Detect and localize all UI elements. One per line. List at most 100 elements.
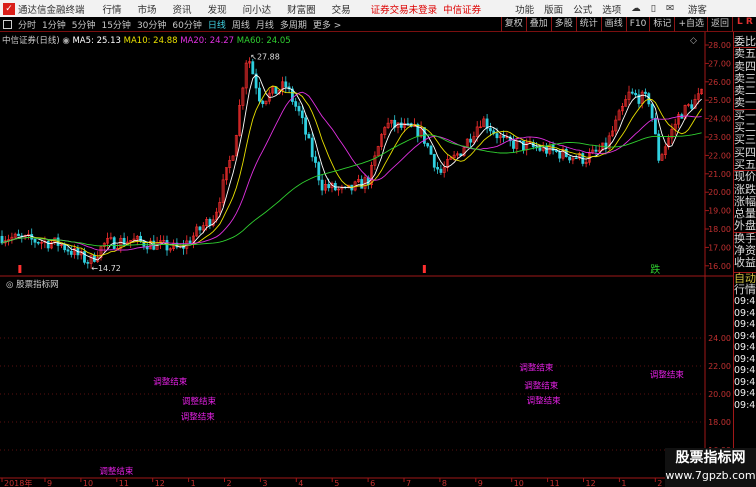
lr-button[interactable]: L R: [732, 17, 756, 32]
menu-bar: ✓ 通达信金融终端 行情 市场 资讯 发现 问小达 财富圈 交易 证券交易未登录 中信证券 …: [0, 0, 756, 17]
period-tab-6[interactable]: 日线: [207, 20, 226, 31]
trade-time: 09:47: [734, 365, 756, 377]
tool-button-2[interactable]: 多股: [550, 17, 576, 32]
watermark: 股票指标网 www.7gpzb.com: [665, 448, 756, 487]
period-tab-10[interactable]: 更多 >: [312, 20, 342, 31]
quote-label: 买五: [734, 157, 756, 172]
trade-time: 09:47: [734, 353, 756, 365]
broker-name[interactable]: 中信证券: [443, 4, 482, 16]
right-menu-3[interactable]: 选项: [602, 4, 622, 16]
candle: [261, 100, 265, 105]
phone-icon[interactable]: ▯: [650, 3, 656, 14]
message-icon[interactable]: ✉: [665, 3, 674, 14]
x-tick-label: 7: [406, 479, 411, 487]
y-tick-label: 18.00: [708, 418, 731, 427]
quote-label: 净资: [734, 244, 756, 258]
x-tick-label: 10: [83, 479, 93, 487]
y-tick-label: 26.00: [708, 78, 731, 87]
menu-5[interactable]: 财富圈: [287, 4, 316, 16]
right-menu-2[interactable]: 公式: [573, 4, 593, 16]
candle: [521, 140, 525, 151]
cloud-icon[interactable]: ☁: [631, 3, 641, 14]
quote-label: 涨跌: [734, 182, 756, 196]
candle: [653, 117, 657, 135]
kline-chart[interactable]: ◇ 28.00 27.00 26.00 25.00 24.00 23.00 22.00 21.0…: [0, 32, 733, 487]
candle: [386, 122, 390, 128]
menu-6[interactable]: 交易: [331, 4, 351, 16]
tool-button-5[interactable]: F10: [625, 17, 650, 32]
candle: [455, 153, 459, 156]
candle: [432, 154, 436, 168]
candle: [257, 87, 261, 102]
tool-button-6[interactable]: 标记: [649, 17, 674, 32]
x-tick-label: 1: [621, 479, 626, 487]
candle: [251, 61, 255, 75]
tool-button-0[interactable]: 复权: [500, 17, 526, 32]
adjust-end-signal: 调整结束: [153, 376, 188, 387]
period-tab-8[interactable]: 月线: [255, 20, 274, 31]
trade-time: 09:47: [734, 399, 756, 411]
y-tick-label: 24.00: [708, 115, 731, 124]
stock-name: 中信证券(日线): [2, 36, 60, 46]
watermark-title: 股票指标网: [675, 450, 746, 466]
tool-button-7[interactable]: +自选: [674, 17, 707, 32]
x-tick-label: 10: [514, 479, 524, 487]
period-tab-5[interactable]: 60分钟: [172, 20, 202, 31]
candle: [634, 92, 638, 96]
candle: [663, 146, 667, 155]
auto-label[interactable]: 自动: [734, 271, 756, 285]
candle: [162, 240, 166, 242]
ma60-value: MA60: 24.05: [236, 36, 291, 46]
period-tab-2[interactable]: 5分钟: [71, 20, 96, 31]
candle: [429, 145, 433, 155]
menu-3[interactable]: 发现: [207, 4, 227, 16]
menu-4[interactable]: 问小达: [242, 4, 272, 16]
candle: [693, 98, 697, 109]
right-menu-0[interactable]: 功能: [515, 4, 535, 16]
right-menu-1[interactable]: 版面: [544, 4, 564, 16]
trade-time: 09:47: [734, 376, 756, 388]
candle: [145, 245, 149, 250]
candle: [168, 248, 172, 251]
indicator-info: 中信证券(日线) ◉ MA5: 25.13 MA10: 24.88 MA20: …: [2, 34, 291, 46]
candle: [670, 128, 674, 139]
settings-icon[interactable]: ◉: [62, 36, 70, 46]
period-tab-3[interactable]: 15分钟: [101, 20, 131, 31]
candle: [119, 237, 123, 249]
menu-2[interactable]: 资讯: [172, 4, 192, 16]
candle: [89, 254, 93, 264]
lower-panel-title: ◎ 股票指标网: [6, 280, 59, 290]
period-tab-7[interactable]: 周线: [231, 20, 250, 31]
period-tab-0[interactable]: 分时: [18, 20, 37, 31]
diamond-icon[interactable]: ◇: [690, 36, 697, 46]
panel-toggle-icon[interactable]: [3, 19, 12, 29]
quote-label: 卖五: [734, 47, 756, 61]
candle: [139, 235, 143, 242]
candle: [208, 219, 212, 226]
x-tick-label: 11: [119, 479, 129, 487]
user-name[interactable]: 游客: [687, 4, 707, 16]
candle: [317, 162, 321, 181]
adjust-end-signal: 调整结束: [99, 466, 134, 477]
lower-panel-title-text: 股票指标网: [16, 280, 59, 290]
tool-button-4[interactable]: 画线: [600, 17, 626, 32]
period-tab-9[interactable]: 多周期: [279, 20, 307, 31]
menu-1[interactable]: 市场: [137, 4, 157, 16]
low-price-label: ←14.72: [91, 264, 121, 273]
app-logo-icon: ✓: [3, 2, 15, 15]
tool-button-1[interactable]: 叠加: [525, 17, 551, 32]
candle: [83, 251, 86, 263]
trade-time: 09:47: [734, 319, 756, 331]
quote-label: 买二: [734, 121, 756, 135]
x-tick-label: 2: [657, 479, 662, 487]
menu-0[interactable]: 行情: [102, 4, 122, 16]
candle: [696, 93, 700, 100]
candle: [297, 106, 301, 112]
login-status[interactable]: 证券交易未登录: [370, 4, 438, 16]
tool-button-3[interactable]: 统计: [575, 17, 601, 32]
period-tab-1[interactable]: 1分钟: [42, 20, 66, 31]
tool-button-8[interactable]: 返回: [706, 17, 732, 32]
candle: [17, 233, 20, 237]
period-tab-4[interactable]: 30分钟: [136, 20, 167, 31]
quote-label: 换手: [734, 231, 756, 245]
